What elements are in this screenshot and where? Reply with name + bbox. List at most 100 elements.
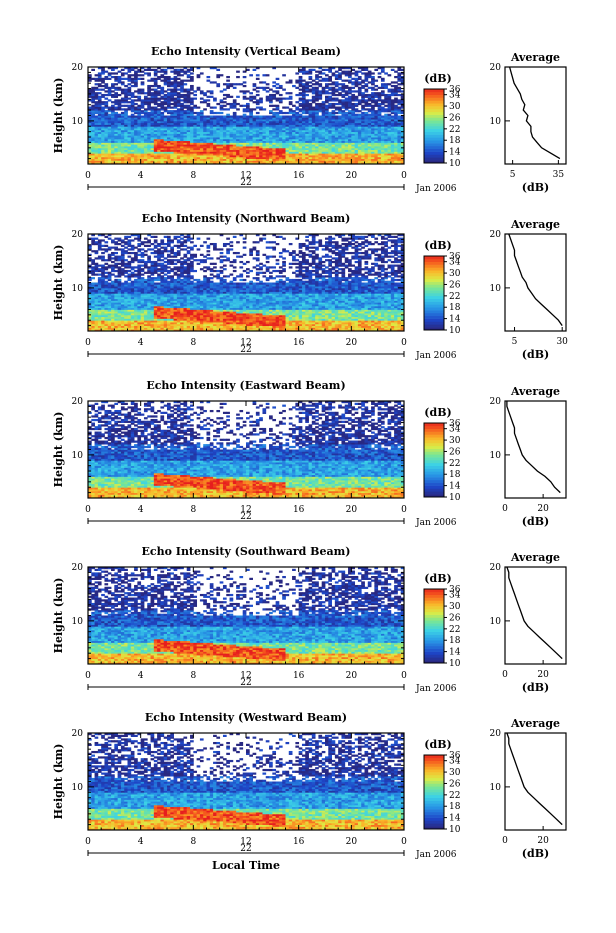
heatmap-cell <box>91 69 95 71</box>
colorbar-tick-label: 26 <box>449 113 461 123</box>
heatmap-cell <box>124 72 128 74</box>
heatmap-cell <box>289 116 293 118</box>
heatmap-cell <box>141 116 145 118</box>
heatmap-cell <box>397 99 401 101</box>
heatmap-cell <box>203 108 207 110</box>
heatmap-cell <box>312 107 316 109</box>
heatmap-cell <box>124 85 128 87</box>
heatmap-cell <box>177 81 181 83</box>
heatmap-cell <box>249 74 253 76</box>
colorbar-swatch <box>424 95 444 98</box>
heatmap-cell <box>223 83 227 85</box>
heatmap-cell <box>118 99 122 101</box>
heatmap-cell <box>118 114 122 116</box>
heatmap-cell <box>335 116 339 118</box>
heatmap-cell <box>170 110 174 112</box>
heatmap-cell <box>183 89 187 91</box>
heatmap-cell <box>279 85 283 87</box>
heatmap-cell <box>394 98 398 100</box>
heatmap-cell <box>322 72 326 74</box>
heatmap-cell <box>381 99 385 101</box>
heatmap-cell <box>378 103 382 105</box>
heatmap-cell <box>157 85 161 87</box>
heatmap-cell <box>368 81 372 83</box>
heatmap-cell <box>213 107 217 109</box>
heatmap-cell <box>358 99 362 101</box>
heatmap-cell <box>358 76 362 78</box>
heatmap-cell <box>309 89 313 91</box>
heatmap-cell <box>230 116 234 118</box>
heatmap-cell <box>381 116 385 118</box>
heatmap-cell <box>345 90 349 92</box>
colorbar-tick-label: 34 <box>449 91 461 101</box>
heatmap-cell <box>269 94 273 96</box>
heatmap-cell <box>134 116 138 118</box>
heatmap-cell <box>279 116 283 118</box>
heatmap-cell <box>233 99 237 101</box>
heatmap-cell <box>328 103 332 105</box>
heatmap-cell <box>160 96 164 98</box>
heatmap-cell <box>160 87 164 89</box>
heatmap-cell <box>315 81 319 83</box>
heatmap-cell <box>328 112 332 114</box>
heatmap-cell <box>355 103 359 105</box>
heatmap-cell <box>114 112 118 114</box>
heatmap-cell <box>124 105 128 107</box>
heatmap-cell <box>190 72 194 74</box>
heatmap-cell <box>141 89 145 91</box>
heatmap-cell <box>177 69 181 71</box>
heatmap-cell <box>318 83 322 85</box>
heatmap-cell <box>368 87 372 89</box>
heatmap-cell <box>259 116 263 118</box>
heatmap-cell <box>141 71 145 73</box>
heatmap-cell <box>276 90 280 92</box>
heatmap-cell <box>365 108 369 110</box>
heatmap-cell <box>114 76 118 78</box>
heatmap-cell <box>144 96 148 98</box>
heatmap-cell <box>391 81 395 83</box>
heatmap-cell <box>312 69 316 71</box>
heatmap-cell <box>213 98 217 100</box>
heatmap-cell <box>286 112 290 114</box>
heatmap-cell <box>236 71 240 73</box>
heatmap-cell <box>253 69 257 71</box>
panel-2: Echo Intensity (Northward Beam)2010Heigh… <box>52 212 568 361</box>
heatmap-cell <box>335 81 339 83</box>
heatmap-cell <box>335 103 339 105</box>
heatmap-cell <box>299 108 303 110</box>
heatmap-cell <box>230 103 234 105</box>
heatmap-cell <box>239 105 243 107</box>
heatmap-cell <box>302 80 306 82</box>
heatmap-cell <box>154 78 158 80</box>
heatmap-cell <box>325 90 329 92</box>
heatmap-cell <box>124 78 128 80</box>
heatmap-cell <box>223 89 227 91</box>
heatmap-cell <box>361 85 365 87</box>
colorbar-swatch <box>424 117 444 120</box>
heatmap-cell <box>210 81 214 83</box>
heatmap-cell <box>295 107 299 109</box>
colorbar-swatch <box>424 157 444 160</box>
heatmap-cell <box>253 101 257 103</box>
heatmap-cell <box>164 90 168 92</box>
heatmap-cell <box>282 116 286 118</box>
heatmap-cell <box>104 110 108 112</box>
heatmap-cell <box>345 85 349 87</box>
heatmap-cell <box>345 98 349 100</box>
heatmap-cell <box>305 81 309 83</box>
heatmap-cells <box>88 67 404 164</box>
heatmap-cell <box>144 72 148 74</box>
heatmap-cell <box>193 112 197 114</box>
heatmap-cell <box>177 89 181 91</box>
heatmap-cell <box>98 89 102 91</box>
heatmap-cell <box>101 94 105 96</box>
heatmap-cell <box>128 116 132 118</box>
heatmap-cell <box>216 83 220 85</box>
heatmap-cell <box>286 116 290 118</box>
heatmap-cell <box>341 71 345 73</box>
heatmap-cell <box>365 112 369 114</box>
heatmap-cell <box>332 110 336 112</box>
heatmap-cell <box>286 81 290 83</box>
heatmap-cell <box>131 78 135 80</box>
heatmap-cell <box>309 85 313 87</box>
